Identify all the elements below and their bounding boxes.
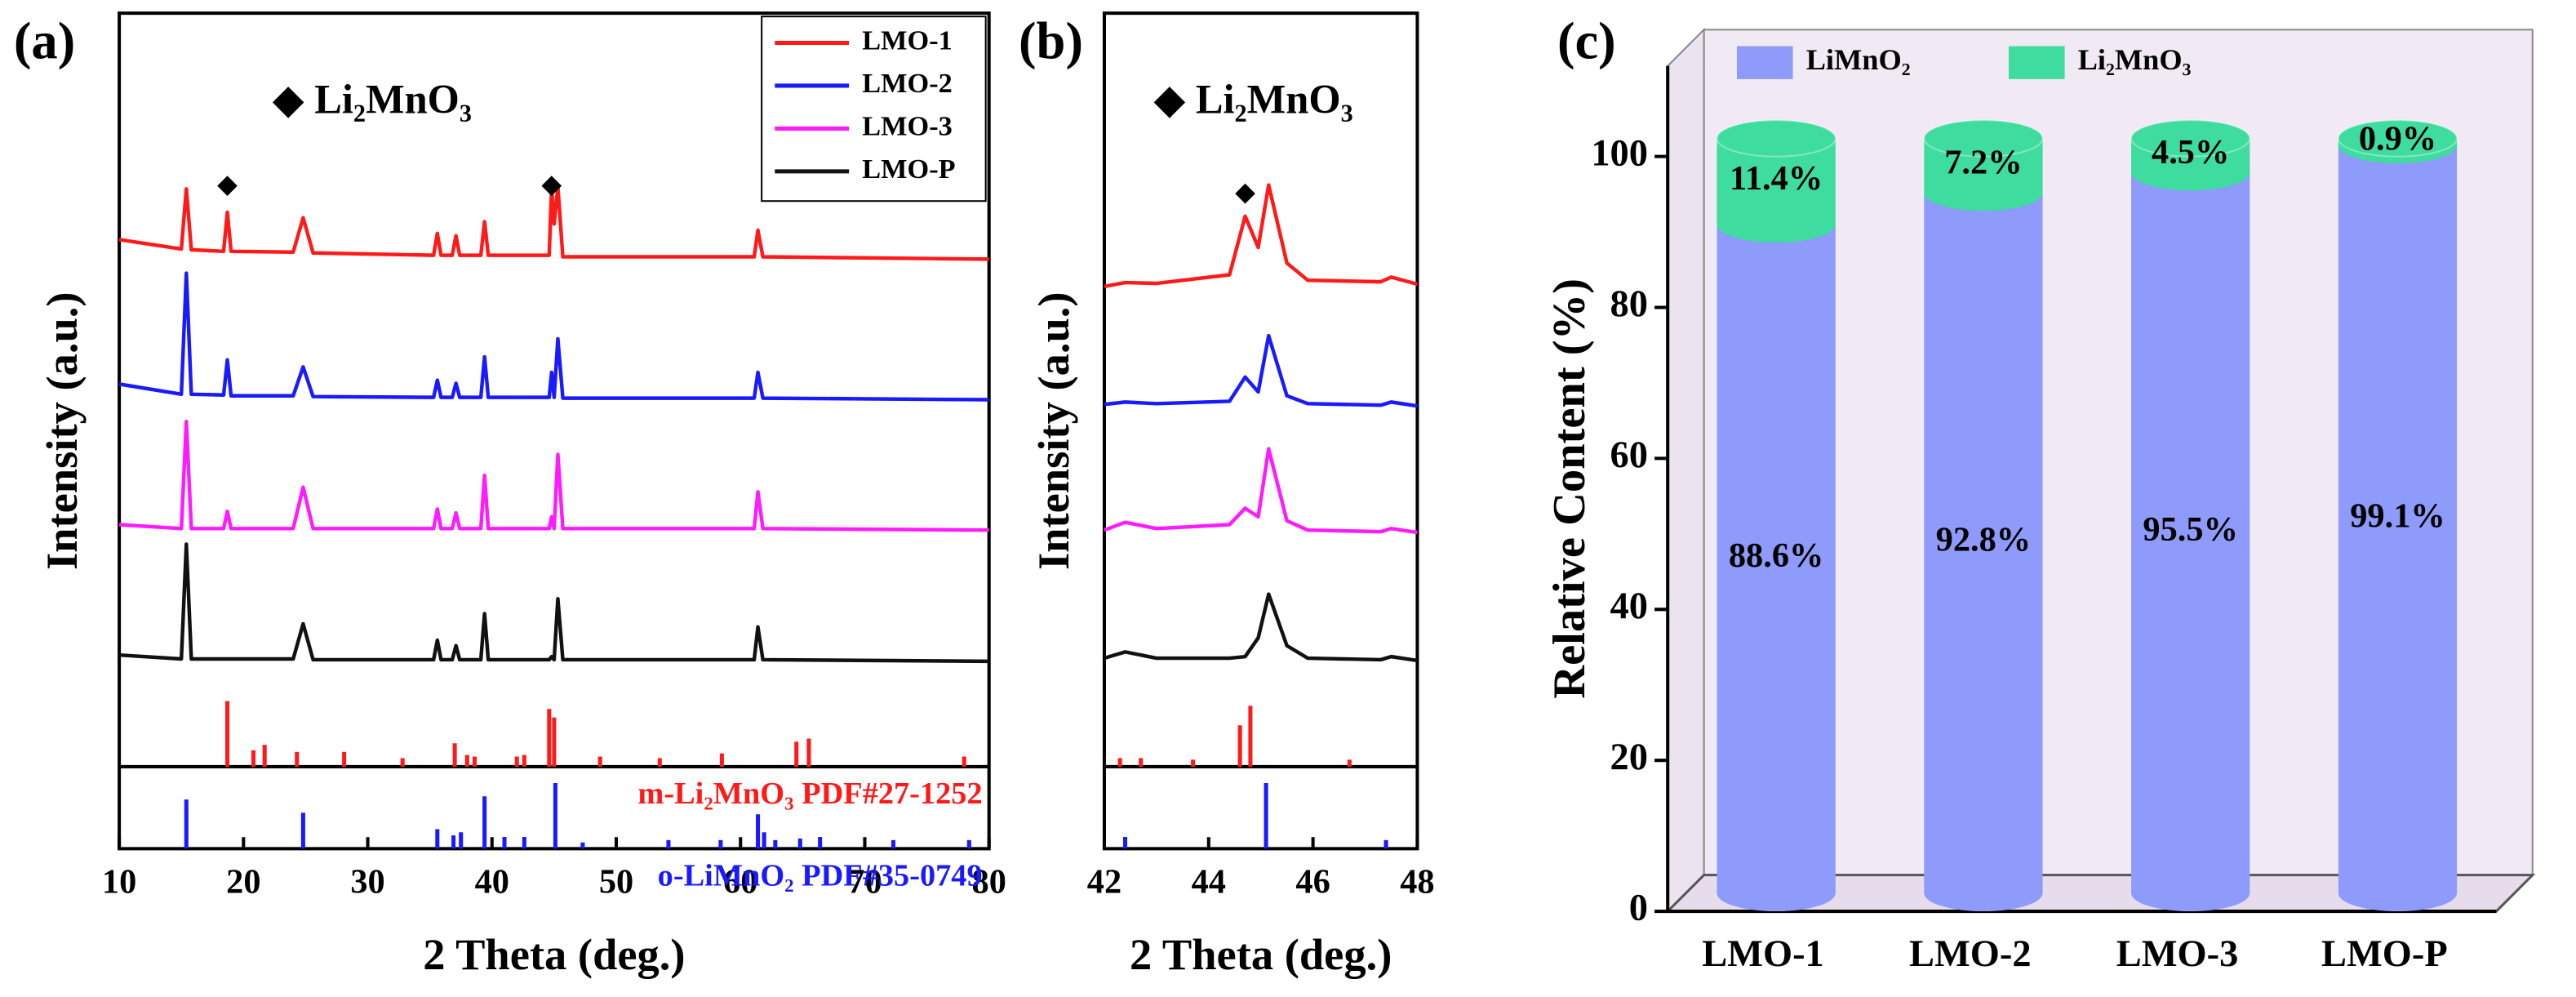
x-tick-label: 48 (1400, 862, 1434, 901)
panel-label: (b) (1019, 11, 1083, 70)
xrd-line (118, 271, 989, 402)
cylinder-body (2338, 145, 2458, 893)
xrd-line (1104, 592, 1418, 663)
value-label: 4.5% (2152, 133, 2229, 171)
x-tick-label: 46 (1295, 862, 1330, 901)
legend-swatch (1736, 46, 1793, 79)
cylinder-top (2130, 119, 2251, 158)
y-tick-label: 0 (1629, 888, 1648, 929)
legend-swatch (2008, 46, 2065, 79)
cylinder-top (1923, 119, 2044, 158)
value-label: 92.8% (1936, 521, 2032, 559)
y-tick-label: 80 (1610, 283, 1648, 325)
xrd-line (118, 185, 989, 261)
cylinder-body (2131, 172, 2250, 893)
x-tick-label: 20 (226, 862, 260, 901)
y-tick-label: 60 (1610, 434, 1648, 476)
x-tick-label: LMO-2 (1909, 933, 2032, 975)
y-axis-label: Intensity (a.u.) (37, 292, 87, 570)
reference-label: o-LiMnO₂ PDF#35-0749 (658, 858, 983, 892)
value-label: 11.4% (1730, 159, 1823, 198)
cylinder-body (1717, 224, 1836, 893)
side-wall (1667, 27, 1705, 914)
annotation: ◆ Li₂MnO₃ (273, 77, 472, 122)
xrd-line (118, 542, 989, 664)
xrd-line (1104, 183, 1419, 289)
y-tick-label: 100 (1591, 132, 1648, 174)
x-tick-label: 42 (1087, 862, 1121, 901)
legend-label: LMO-P (862, 154, 955, 185)
peak-marker: ◆ (217, 169, 238, 198)
x-axis-label: 2 Theta (deg.) (423, 929, 685, 979)
cylinder-body (1924, 193, 2043, 893)
cylinder-top (2337, 119, 2458, 158)
x-tick-label: LMO-1 (1702, 933, 1824, 975)
x-tick-label: LMO-3 (2116, 933, 2239, 975)
value-label: 99.1% (2350, 497, 2445, 536)
x-tick-label: 80 (972, 862, 1006, 901)
xrd-line (1104, 447, 1418, 535)
panel-label: (c) (1557, 11, 1616, 70)
x-tick-label: 60 (723, 862, 757, 901)
y-tick-label: 20 (1610, 737, 1648, 778)
y-axis-label: Relative Content (%) (1544, 278, 1595, 699)
x-tick-label: 10 (102, 862, 136, 901)
plot-frame (1102, 11, 1419, 851)
x-tick-label: 50 (599, 862, 633, 901)
x-tick-label: LMO-P (2321, 933, 2448, 975)
panel-label: (a) (14, 11, 75, 70)
x-axis-label: 2 Theta (deg.) (1130, 929, 1392, 979)
annotation: ◆ Li₂MnO₃ (1154, 77, 1353, 122)
x-tick-label: 30 (350, 862, 384, 901)
xrd-line (118, 420, 989, 532)
peak-marker: ◆ (1235, 176, 1255, 206)
cylinder-top (1716, 119, 1837, 158)
y-tick-label: 40 (1610, 585, 1648, 627)
x-tick-label: 40 (475, 862, 509, 901)
value-label: 95.5% (2143, 510, 2238, 549)
reference-label: m-Li₂MnO₃ PDF#27-1252 (637, 777, 982, 811)
value-label: 7.2% (1944, 143, 2022, 181)
x-tick-label: 70 (847, 862, 882, 901)
legend-label: LMO-2 (862, 68, 953, 99)
peak-marker: ◆ (541, 169, 562, 198)
xrd-line (1104, 333, 1418, 408)
legend-label: LiMnO₂ (1806, 43, 1911, 76)
legend-label: LMO-3 (862, 110, 953, 141)
value-label: 0.9% (2359, 119, 2436, 158)
y-axis-label: Intensity (a.u.) (1028, 292, 1078, 570)
legend-label: LMO-1 (862, 24, 953, 56)
legend-label: Li₂MnO₃ (2078, 43, 2192, 76)
value-label: 88.6% (1729, 536, 1824, 575)
x-tick-label: 44 (1192, 862, 1226, 901)
